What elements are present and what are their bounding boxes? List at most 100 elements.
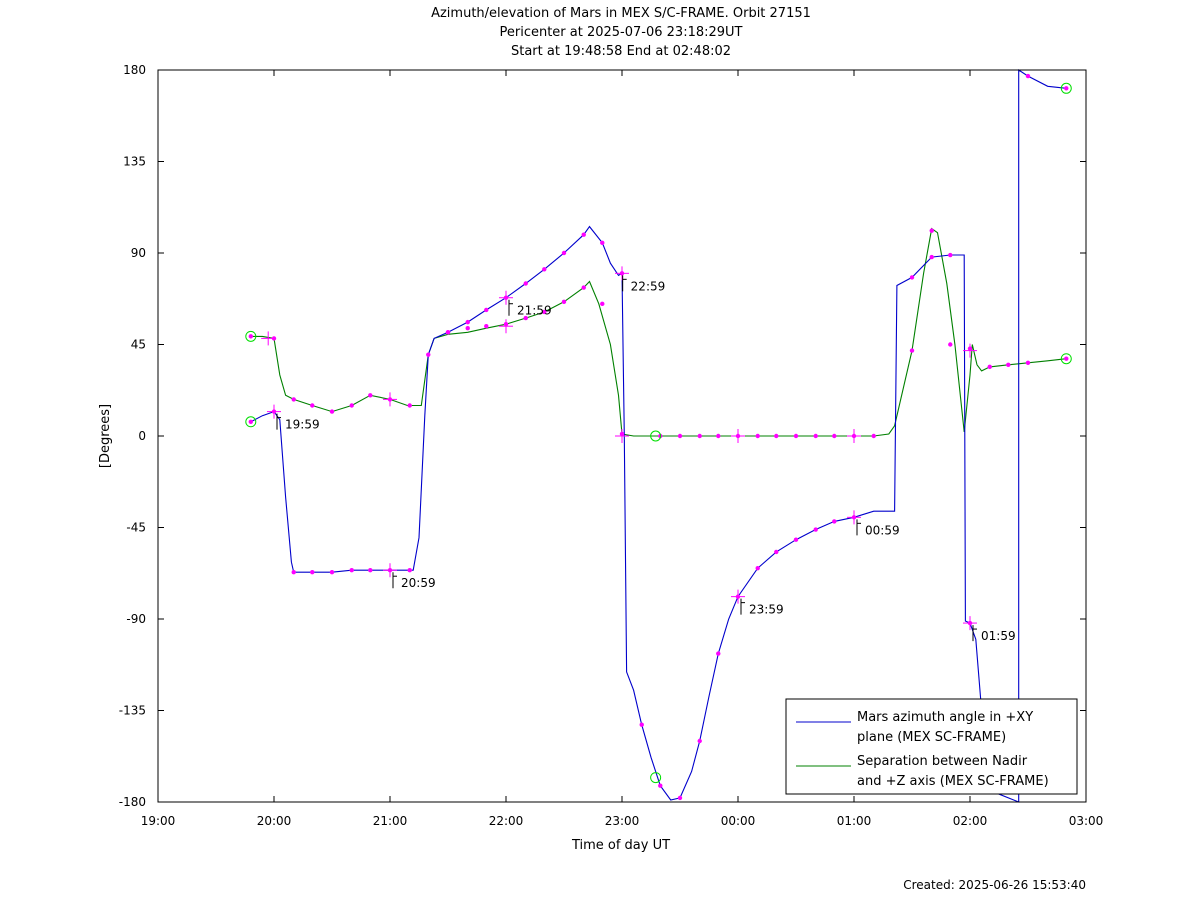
hour-cross-marker (383, 563, 397, 578)
legend-label-azimuth-line-1: Mars azimuth angle in +XY (857, 710, 1033, 725)
endpoint-circle (650, 430, 662, 442)
x-axis-label: Time of day UT (571, 838, 670, 853)
hour-cross-marker (731, 589, 745, 604)
sample-point (832, 519, 837, 524)
plot-area: 19:00 20:00 21:00 22:00 23:00 00:00 01:00 02:00… (119, 63, 1104, 828)
time-annotation-label: 01:59 (981, 629, 1016, 643)
created-footer: Created: 2025-06-26 15:53:40 (903, 878, 1086, 892)
hour-cross-marker (963, 616, 977, 631)
sample-point (349, 403, 354, 408)
sample-point (774, 433, 779, 439)
sample-point (948, 252, 953, 258)
sample-point (697, 738, 702, 744)
sample-point (368, 393, 373, 398)
sample-point (248, 334, 253, 339)
sample-point (658, 783, 663, 788)
sample-point (793, 537, 799, 542)
sample-point (484, 324, 489, 329)
hour-cross-marker (615, 266, 629, 281)
sample-point (697, 433, 702, 439)
x-tick-label: 23:00 (605, 814, 640, 828)
sample-point (948, 342, 953, 347)
chart-title-line-2: Pericenter at 2025-07-06 23:18:29UT (499, 25, 742, 40)
sample-point (871, 433, 876, 439)
sample-point (929, 254, 934, 260)
sample-point (248, 419, 253, 424)
time-annotation-label: 22:59 (631, 279, 666, 293)
sample-point (909, 348, 915, 353)
legend-label-separation-line-2: and +Z axis (MEX SC-FRAME) (857, 774, 1049, 789)
series-line-separation (250, 227, 1067, 437)
sample-point (426, 352, 431, 357)
sample-point (407, 403, 412, 408)
time-annotation-label: 20:59 (401, 576, 436, 590)
hour-cross-marker (383, 392, 397, 407)
sample-point (542, 309, 547, 315)
sample-point (716, 433, 721, 439)
sample-point (561, 299, 567, 304)
x-tick-label: 22:00 (489, 814, 524, 828)
sample-point (677, 795, 683, 801)
y-tick-label: 90 (131, 246, 146, 260)
time-annotation-label: 21:59 (517, 304, 552, 318)
hour-cross-marker (499, 290, 513, 305)
time-annotation-label: 19:59 (285, 418, 320, 432)
y-tick-label: 45 (131, 338, 146, 352)
sample-point (310, 403, 315, 408)
hour-cross-marker (847, 510, 861, 525)
sample-point (1025, 73, 1031, 79)
sample-point (832, 433, 837, 439)
sample-point (329, 409, 335, 414)
sample-point (929, 228, 934, 233)
chart-title-line-3: Start at 19:48:58 End at 02:48:02 (511, 44, 731, 59)
y-tick-label: 180 (123, 63, 146, 77)
sample-point (310, 570, 315, 575)
hour-cross-marker (267, 404, 281, 419)
x-tick-label: 20:00 (257, 814, 292, 828)
hour-cross-marker (499, 319, 513, 334)
sample-point (561, 250, 567, 256)
legend-box (785, 698, 1078, 795)
sample-point (329, 570, 335, 575)
hour-cross-marker (731, 429, 745, 443)
sample-point (677, 433, 683, 439)
x-tick-label: 03:00 (1069, 814, 1104, 828)
sample-point (1006, 362, 1011, 368)
time-annotation-label: 23:59 (749, 603, 784, 617)
x-tick-label: 19:00 (141, 814, 176, 828)
sample-point (600, 301, 605, 307)
legend-label-separation-line-1: Separation between Nadir (857, 754, 1028, 769)
sample-point (600, 240, 605, 246)
y-tick-label: 0 (138, 429, 146, 443)
sample-point (1025, 360, 1031, 365)
sample-point (716, 651, 721, 656)
x-tick-label: 00:00 (721, 814, 756, 828)
sample-point (793, 433, 799, 439)
sample-point (755, 565, 760, 571)
sample-point (1064, 86, 1069, 91)
endpoint-circle (1060, 353, 1072, 365)
y-axis-label: [Degrees] (98, 404, 113, 468)
time-annotation-label: 00:59 (865, 523, 900, 537)
sample-point (523, 281, 528, 286)
sample-point (542, 267, 547, 272)
sample-point (291, 397, 296, 402)
y-tick-label: -45 (126, 521, 146, 535)
legend-label-azimuth-line-2: plane (MEX SC-FRAME) (857, 730, 1006, 745)
endpoint-circle (245, 416, 257, 428)
hour-cross-marker (847, 429, 861, 443)
sample-point (368, 568, 373, 573)
x-tick-label: 01:00 (837, 814, 872, 828)
hour-cross-marker (261, 331, 276, 346)
endpoint-circle (650, 772, 662, 784)
sample-point (581, 285, 586, 290)
hour-cross-marker (615, 429, 629, 443)
sample-point (987, 364, 992, 370)
y-tick-label: 135 (123, 155, 146, 169)
plot-frame (157, 69, 1087, 803)
legend: Mars azimuth angle in +XY plane (MEX SC-… (785, 698, 1078, 795)
endpoint-circle (1060, 82, 1072, 94)
sample-point (774, 549, 779, 555)
sample-point (813, 433, 818, 439)
